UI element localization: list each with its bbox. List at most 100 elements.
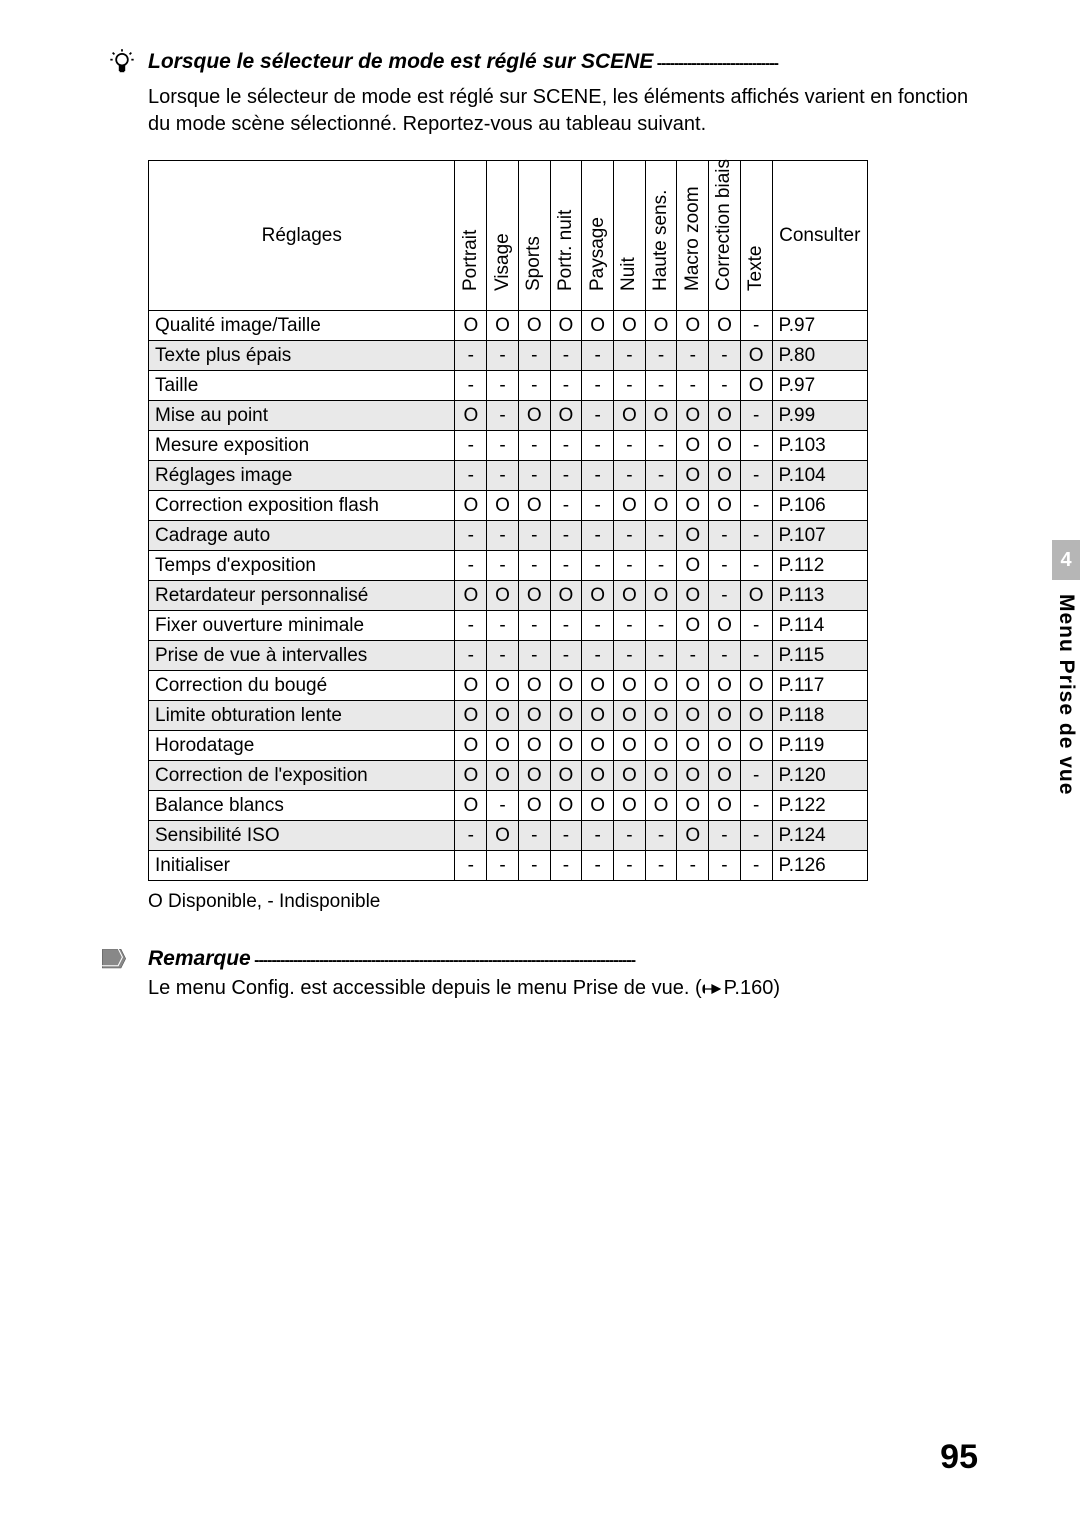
col-header: Sports bbox=[518, 161, 550, 311]
cell: - bbox=[550, 491, 582, 521]
cell: O bbox=[740, 731, 772, 761]
page-ref: P.103 bbox=[772, 431, 867, 461]
cell: - bbox=[740, 551, 772, 581]
cell: - bbox=[455, 521, 487, 551]
cell: - bbox=[709, 821, 741, 851]
cell: - bbox=[740, 641, 772, 671]
page-ref: P.97 bbox=[772, 311, 867, 341]
cell: - bbox=[550, 851, 582, 881]
cell: O bbox=[518, 731, 550, 761]
table-row: Mise au pointO-OO-OOOO-P.99 bbox=[149, 401, 868, 431]
cell: - bbox=[455, 611, 487, 641]
cell: O bbox=[677, 521, 709, 551]
cell: - bbox=[518, 371, 550, 401]
cell: O bbox=[455, 671, 487, 701]
cell: - bbox=[614, 371, 646, 401]
cell: - bbox=[677, 641, 709, 671]
cell: - bbox=[455, 431, 487, 461]
page-ref: P.119 bbox=[772, 731, 867, 761]
cell: - bbox=[518, 431, 550, 461]
row-label: Fixer ouverture minimale bbox=[149, 611, 455, 641]
table-row: Balance blancsO-OOOOOOO-P.122 bbox=[149, 791, 868, 821]
cell: O bbox=[518, 401, 550, 431]
row-label: Prise de vue à intervalles bbox=[149, 641, 455, 671]
cell: - bbox=[582, 821, 614, 851]
cell: - bbox=[487, 611, 519, 641]
row-label: Initialiser bbox=[149, 851, 455, 881]
cell: O bbox=[550, 761, 582, 791]
cell: O bbox=[645, 671, 677, 701]
cell: O bbox=[582, 761, 614, 791]
row-label: Qualité image/Taille bbox=[149, 311, 455, 341]
cell: O bbox=[677, 461, 709, 491]
cell: O bbox=[582, 731, 614, 761]
cell: - bbox=[740, 611, 772, 641]
cell: - bbox=[487, 641, 519, 671]
cell: O bbox=[582, 311, 614, 341]
cell: O bbox=[614, 701, 646, 731]
cell: - bbox=[740, 461, 772, 491]
cell: O bbox=[550, 731, 582, 761]
cell: O bbox=[709, 761, 741, 791]
cell: - bbox=[550, 521, 582, 551]
cell: O bbox=[582, 671, 614, 701]
cell: - bbox=[614, 641, 646, 671]
cell: - bbox=[550, 461, 582, 491]
cell: O bbox=[550, 581, 582, 611]
cell: - bbox=[645, 851, 677, 881]
col-header: Texte bbox=[740, 161, 772, 311]
cell: - bbox=[550, 431, 582, 461]
cell: - bbox=[645, 461, 677, 491]
cell: O bbox=[455, 731, 487, 761]
cell: - bbox=[582, 611, 614, 641]
tip-heading: Lorsque le sélecteur de mode est réglé s… bbox=[148, 50, 980, 74]
cell: O bbox=[677, 581, 709, 611]
cell: - bbox=[645, 641, 677, 671]
cell: O bbox=[677, 611, 709, 641]
cell: O bbox=[582, 701, 614, 731]
cell: - bbox=[582, 431, 614, 461]
cell: O bbox=[614, 791, 646, 821]
cell: - bbox=[550, 371, 582, 401]
cell: - bbox=[614, 821, 646, 851]
row-label: Réglages image bbox=[149, 461, 455, 491]
page-ref: P.115 bbox=[772, 641, 867, 671]
page-ref: P.99 bbox=[772, 401, 867, 431]
cell: O bbox=[550, 311, 582, 341]
cell: O bbox=[518, 701, 550, 731]
cell: - bbox=[645, 821, 677, 851]
settings-header: Réglages bbox=[149, 161, 455, 311]
cell: O bbox=[740, 701, 772, 731]
cell: O bbox=[550, 791, 582, 821]
page-ref: P.113 bbox=[772, 581, 867, 611]
row-label: Mesure exposition bbox=[149, 431, 455, 461]
cell: - bbox=[582, 371, 614, 401]
chapter-label: Menu Prise de vue bbox=[1054, 594, 1078, 795]
cell: O bbox=[582, 581, 614, 611]
cell: - bbox=[614, 431, 646, 461]
table-row: Sensibilité ISO-O-----O--P.124 bbox=[149, 821, 868, 851]
cell: - bbox=[614, 521, 646, 551]
tip-intro: Lorsque le sélecteur de mode est réglé s… bbox=[148, 84, 980, 138]
cell: - bbox=[740, 431, 772, 461]
cell: O bbox=[709, 701, 741, 731]
col-header: Paysage bbox=[582, 161, 614, 311]
cell: O bbox=[518, 671, 550, 701]
cell: O bbox=[487, 761, 519, 791]
cell: - bbox=[582, 551, 614, 581]
cell: O bbox=[709, 671, 741, 701]
row-label: Limite obturation lente bbox=[149, 701, 455, 731]
cell: O bbox=[740, 671, 772, 701]
cell: - bbox=[487, 521, 519, 551]
cell: - bbox=[740, 491, 772, 521]
col-header: Haute sens. bbox=[645, 161, 677, 311]
cell: O bbox=[455, 791, 487, 821]
cell: - bbox=[614, 551, 646, 581]
cell: - bbox=[518, 821, 550, 851]
cell: - bbox=[550, 341, 582, 371]
row-label: Retardateur personnalisé bbox=[149, 581, 455, 611]
cell: - bbox=[645, 551, 677, 581]
page-ref: P.97 bbox=[772, 371, 867, 401]
cell: - bbox=[614, 611, 646, 641]
page-number: 95 bbox=[940, 1438, 978, 1477]
